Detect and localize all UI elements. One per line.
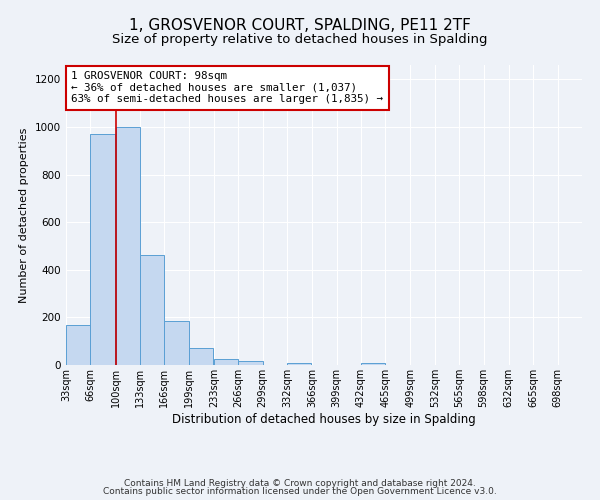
Bar bbox=[140, 256, 164, 365]
Bar bbox=[287, 362, 311, 365]
Bar bbox=[91, 134, 115, 365]
X-axis label: Distribution of detached houses by size in Spalding: Distribution of detached houses by size … bbox=[172, 412, 476, 426]
Bar bbox=[238, 362, 263, 365]
Text: Contains HM Land Registry data © Crown copyright and database right 2024.: Contains HM Land Registry data © Crown c… bbox=[124, 478, 476, 488]
Bar bbox=[66, 324, 91, 365]
Bar bbox=[189, 348, 213, 365]
Text: Size of property relative to detached houses in Spalding: Size of property relative to detached ho… bbox=[112, 32, 488, 46]
Y-axis label: Number of detached properties: Number of detached properties bbox=[19, 128, 29, 302]
Text: 1, GROSVENOR COURT, SPALDING, PE11 2TF: 1, GROSVENOR COURT, SPALDING, PE11 2TF bbox=[129, 18, 471, 32]
Bar bbox=[361, 362, 385, 365]
Bar bbox=[116, 127, 140, 365]
Bar bbox=[214, 359, 238, 365]
Text: 1 GROSVENOR COURT: 98sqm
← 36% of detached houses are smaller (1,037)
63% of sem: 1 GROSVENOR COURT: 98sqm ← 36% of detach… bbox=[71, 71, 383, 104]
Bar bbox=[164, 321, 189, 365]
Text: Contains public sector information licensed under the Open Government Licence v3: Contains public sector information licen… bbox=[103, 487, 497, 496]
